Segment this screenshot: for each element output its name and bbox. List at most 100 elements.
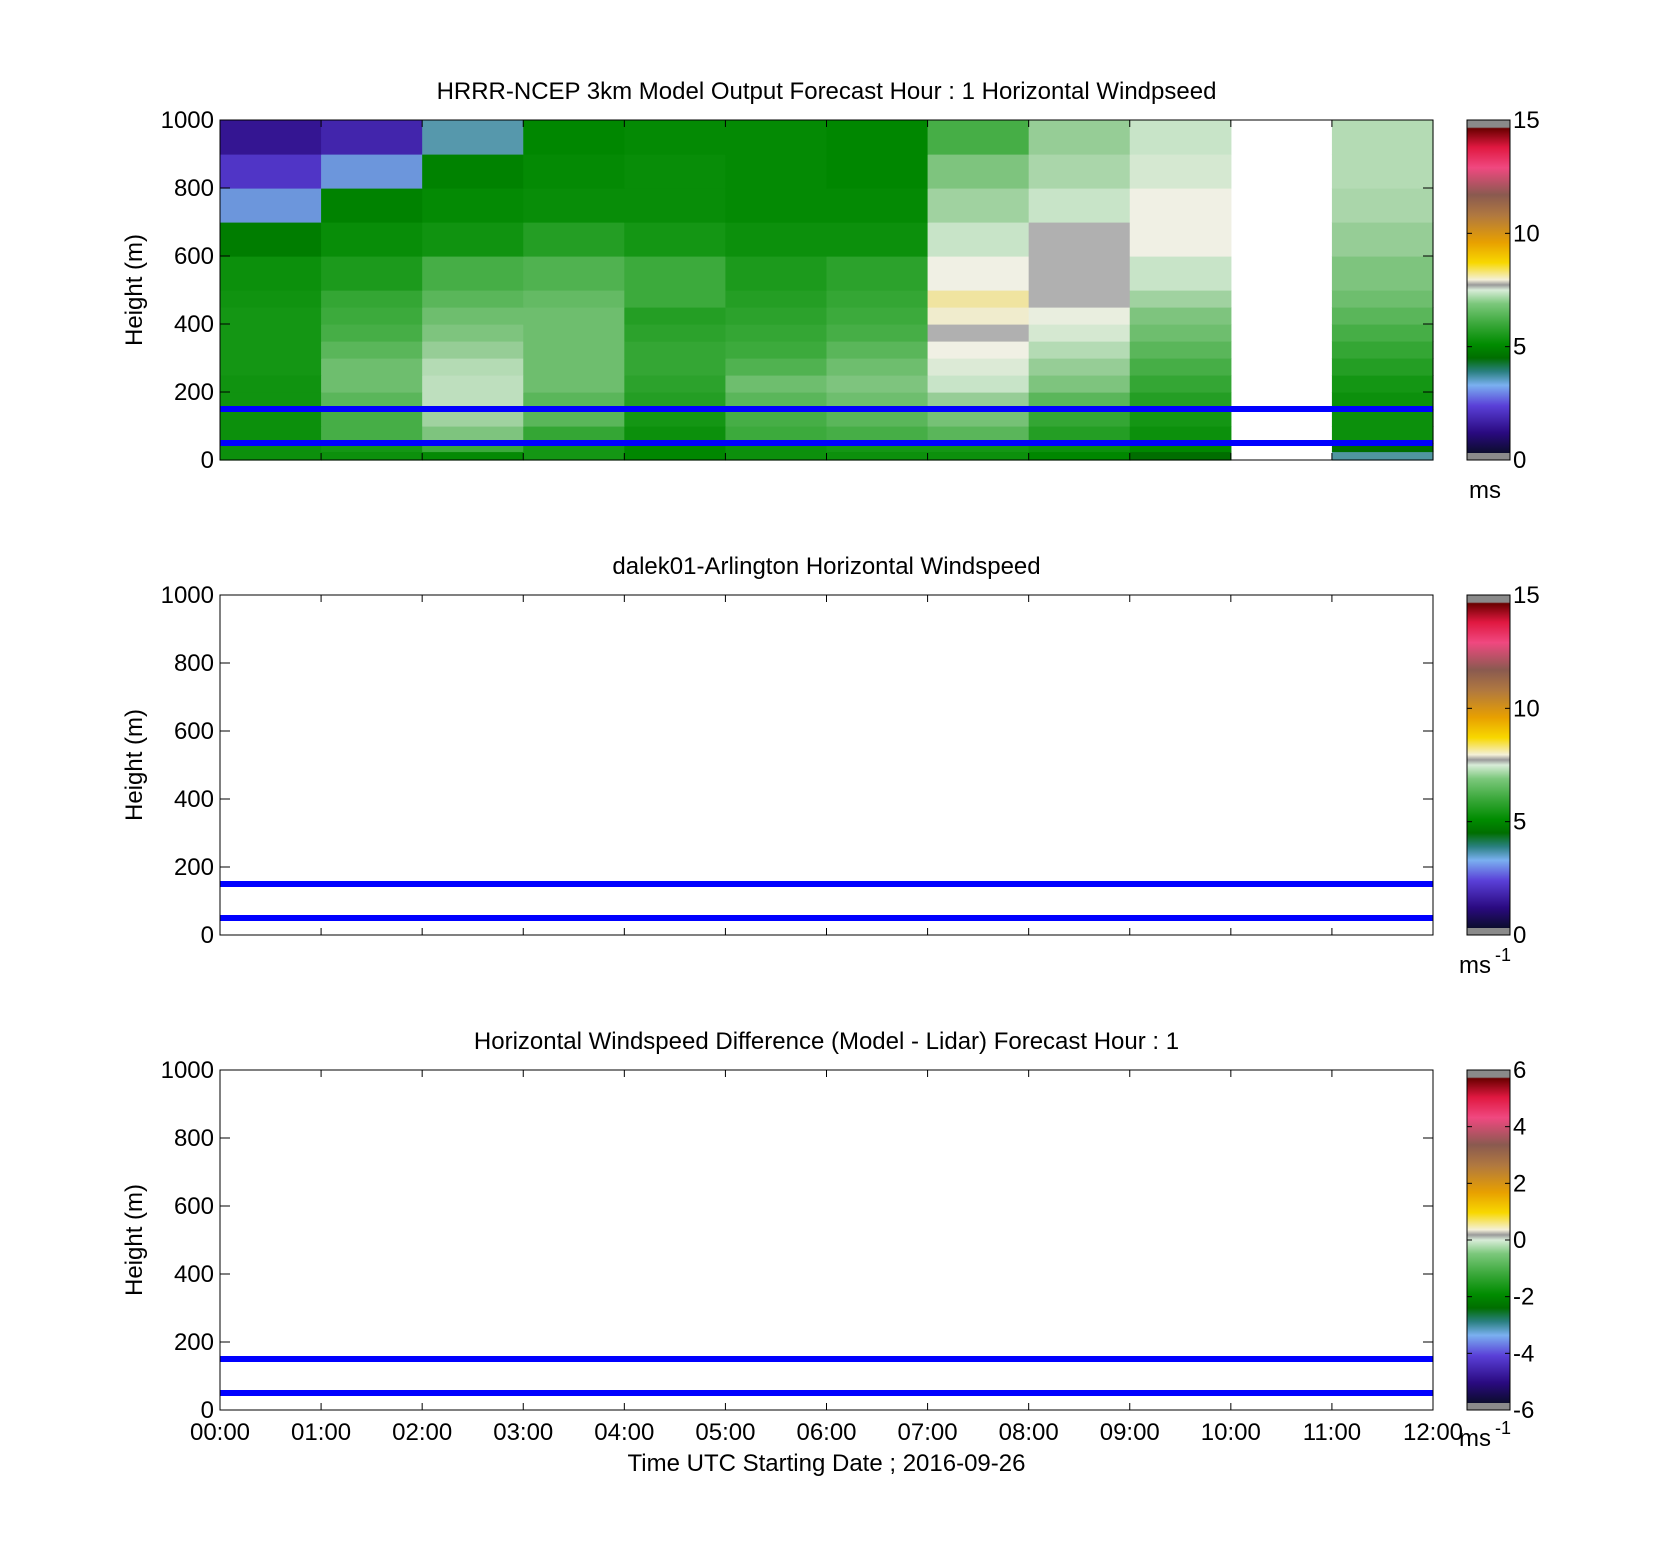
colorbar-unit-superscript: -1: [1495, 945, 1511, 965]
heatmap-cell: [523, 409, 625, 427]
heatmap-cell: [1129, 222, 1232, 257]
heatmap-cell: [624, 324, 727, 342]
heatmap-cell: [321, 188, 423, 223]
heatmap-cell: [826, 120, 929, 155]
heatmap-cell: [1331, 451, 1434, 461]
heatmap-cell: [1331, 409, 1434, 427]
x-axis-label: Time UTC Starting Date ; 2016-09-26: [628, 1450, 1026, 1477]
heatmap-cell: [422, 409, 524, 427]
heatmap-cell: [1331, 120, 1434, 155]
colorbar-tick-label: -2: [1513, 1284, 1534, 1311]
y-axis-label: Height (m): [121, 709, 148, 821]
heatmap-cell: [1028, 341, 1131, 359]
heatmap-cell: [220, 358, 322, 376]
heatmap-cell: [826, 443, 929, 453]
heatmap-cell: [1028, 256, 1131, 291]
colorbar-tick-label: 15: [1513, 582, 1540, 609]
y-tick-label: 800: [174, 175, 214, 202]
heatmap-cell: [1331, 307, 1434, 325]
x-tick-label: 07:00: [898, 1419, 958, 1446]
y-tick-label: 400: [174, 786, 214, 813]
heatmap-cell: [624, 222, 727, 257]
heatmap-cell: [1331, 290, 1434, 308]
y-tick-label: 0: [201, 447, 214, 474]
heatmap-cell: [1028, 392, 1131, 410]
heatmap-cell: [321, 358, 423, 376]
heatmap-cell: [220, 409, 322, 427]
heatmap-cell: [422, 341, 524, 359]
colorbar-tick-label: 10: [1513, 695, 1540, 722]
x-tick-label: 11:00: [1303, 1419, 1361, 1446]
heatmap-cell: [927, 426, 1030, 444]
heatmap-cell: [1028, 358, 1131, 376]
heatmap-cell: [422, 120, 524, 155]
heatmap-cell: [1331, 341, 1434, 359]
y-tick-label: 0: [201, 1397, 214, 1424]
heatmap-cell: [927, 409, 1030, 427]
chart-title: Horizontal Windspeed Difference (Model -…: [474, 1028, 1179, 1055]
heatmap-cell: [927, 222, 1030, 257]
heatmap-cell: [1028, 443, 1131, 453]
heatmap-cell: [1331, 392, 1434, 410]
heatmap-cell: [927, 290, 1030, 308]
heatmap-cell: [220, 188, 322, 223]
heatmap-cell: [725, 290, 828, 308]
heatmap-cell: [523, 426, 625, 444]
y-tick-label: 800: [174, 650, 214, 677]
chart-title: HRRR-NCEP 3km Model Output Forecast Hour…: [437, 78, 1217, 105]
y-axis-label: Height (m): [121, 234, 148, 346]
y-tick-label: 200: [174, 379, 214, 406]
heatmap-cell: [220, 154, 322, 189]
x-tick-label: 02:00: [392, 1419, 452, 1446]
heatmap-cell: [220, 324, 322, 342]
x-tick-label: 01:00: [291, 1419, 351, 1446]
heatmap-cell: [826, 375, 929, 393]
heatmap-cell: [321, 375, 423, 393]
heatmap-cell: [725, 154, 828, 189]
y-tick-label: 600: [174, 243, 214, 270]
heatmap-cell: [624, 307, 727, 325]
heatmap-cell: [523, 154, 625, 189]
heatmap-cell: [725, 120, 828, 155]
colorbar-tick-label: 4: [1513, 1114, 1526, 1141]
colorbar-tick-label: -6: [1513, 1397, 1534, 1424]
heatmap-cell: [826, 358, 929, 376]
heatmap-cell: [321, 443, 423, 453]
heatmap-cell: [321, 222, 423, 257]
heatmap-cell: [624, 358, 727, 376]
heatmap-cell: [1028, 409, 1131, 427]
colorbar-unit-label: ms: [1459, 952, 1491, 979]
heatmap-cell: [321, 341, 423, 359]
y-tick-label: 200: [174, 854, 214, 881]
heatmap-cell: [1331, 222, 1434, 257]
colorbar-tick-label: 5: [1513, 334, 1526, 361]
x-tick-label: 08:00: [999, 1419, 1059, 1446]
heatmap-cell: [422, 358, 524, 376]
colorbar: [1466, 119, 1511, 461]
heatmap-cell: [1129, 358, 1232, 376]
colorbar: [1466, 1069, 1511, 1411]
heatmap-cell: [725, 409, 828, 427]
heatmap-cell: [1331, 188, 1434, 223]
panel-1: 0 200 400 600 800 1000 HRRR-NCEP 3km Model Out…: [121, 78, 1540, 504]
x-tick-label: 03:00: [493, 1419, 553, 1446]
heatmap-cell: [1331, 154, 1434, 189]
heatmap-cell: [826, 451, 929, 461]
heatmap-cell: [725, 451, 828, 461]
heatmap-cell: [624, 341, 727, 359]
heatmap-cell: [523, 443, 625, 453]
x-tick-label: 10:00: [1201, 1419, 1261, 1446]
heatmap-cell: [624, 375, 727, 393]
y-axis-label: Height (m): [121, 1184, 148, 1296]
heatmap-cell: [927, 341, 1030, 359]
heatmap-cell: [1028, 290, 1131, 308]
heatmap-cell: [220, 256, 322, 291]
heatmap-cell: [321, 154, 423, 189]
heatmap-cell: [1129, 409, 1232, 427]
colorbar-tick-label: 0: [1513, 447, 1526, 474]
x-tick-label: 12:00: [1403, 1419, 1463, 1446]
heatmap-cell: [1129, 426, 1232, 444]
heatmap-cell: [523, 324, 625, 342]
colorbar-tick-label: -4: [1513, 1340, 1534, 1367]
